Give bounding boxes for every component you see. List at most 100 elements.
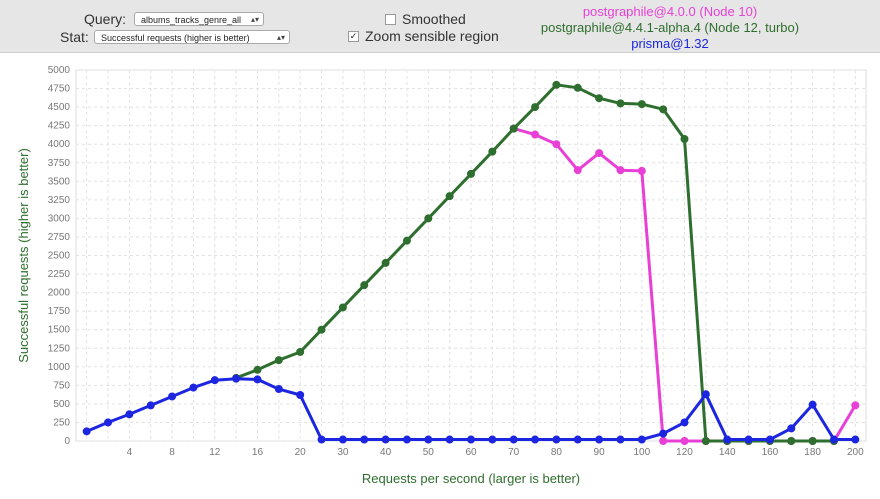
x-tick-label: 100	[633, 447, 650, 458]
y-tick-label: 4500	[48, 102, 71, 113]
legend-label: prisma@1.32	[631, 36, 709, 51]
y-tick-label: 2250	[48, 269, 71, 280]
data-point	[851, 401, 860, 410]
stat-select[interactable]: Successful requests (higher is better) ▴…	[94, 30, 290, 44]
y-tick-label: 3000	[48, 213, 71, 224]
data-point	[531, 435, 540, 444]
y-tick-label: 1000	[48, 362, 71, 373]
data-point	[445, 192, 454, 201]
data-point	[765, 435, 774, 444]
data-point	[531, 103, 540, 112]
x-tick-label: 60	[465, 447, 477, 458]
query-select[interactable]: albums_tracks_genre_all ▴▾	[134, 12, 264, 26]
data-point	[467, 169, 475, 178]
y-tick-label: 4000	[48, 139, 71, 150]
data-point	[104, 418, 113, 427]
data-point	[851, 435, 860, 444]
x-tick-label: 70	[508, 447, 520, 458]
zoom-checkbox[interactable]: ✓ Zoom sensible region	[348, 28, 499, 44]
x-tick-label: 50	[423, 447, 435, 458]
smoothed-checkbox[interactable]: Smoothed	[385, 11, 466, 27]
data-point	[808, 437, 817, 445]
x-tick-label: 30	[337, 447, 349, 458]
data-point	[637, 100, 646, 109]
y-tick-label: 1750	[48, 306, 71, 317]
data-point	[274, 356, 283, 365]
y-tick-label: 500	[53, 399, 70, 410]
y-tick-label: 3250	[48, 195, 71, 206]
legend-item-postgraphile-400: postgraphile@4.0.0 (Node 10)	[520, 4, 820, 19]
data-point	[424, 435, 433, 444]
x-tick-label: 120	[676, 447, 693, 458]
data-point	[595, 149, 604, 158]
query-label: Query:	[84, 11, 127, 27]
data-point	[659, 437, 668, 445]
data-point	[680, 437, 689, 445]
x-tick-label: 12	[209, 447, 221, 458]
data-point	[680, 418, 689, 427]
data-point	[210, 376, 219, 385]
data-point	[637, 166, 646, 175]
zoom-checkbox-box[interactable]: ✓	[348, 30, 359, 42]
data-point	[360, 435, 369, 444]
stat-label: Stat:	[60, 29, 89, 45]
data-point	[787, 437, 796, 445]
data-point	[787, 424, 796, 433]
smoothed-label: Smoothed	[402, 11, 466, 27]
data-point	[509, 124, 518, 133]
stat-select-value: Successful requests (higher is better)	[101, 33, 250, 43]
x-tick-label: 8	[169, 447, 175, 458]
data-point	[573, 83, 582, 92]
y-tick-label: 3500	[48, 176, 71, 187]
y-tick-label: 3750	[48, 158, 71, 169]
data-point	[552, 140, 561, 149]
data-point	[573, 166, 582, 175]
data-point	[552, 435, 561, 444]
x-axis-title: Requests per second (larger is better)	[362, 471, 580, 486]
legend-item-postgraphile-441: postgraphile@4.4.1-alpha.4 (Node 12, tur…	[520, 20, 820, 35]
data-point	[189, 383, 198, 392]
data-point	[723, 435, 732, 444]
data-point	[531, 130, 540, 139]
data-point	[488, 147, 497, 156]
data-point	[701, 437, 710, 445]
data-point	[402, 435, 411, 444]
data-point	[146, 401, 155, 410]
x-tick-label: 40	[380, 447, 392, 458]
data-point	[296, 347, 305, 356]
data-point	[82, 427, 91, 436]
chevron-updown-icon: ▴▾	[250, 15, 259, 24]
x-tick-label: 160	[762, 447, 779, 458]
x-tick-label: 20	[295, 447, 307, 458]
data-point	[552, 80, 561, 89]
data-point	[701, 390, 710, 399]
data-point	[616, 166, 625, 175]
data-point	[488, 435, 497, 444]
data-point	[616, 435, 625, 444]
smoothed-checkbox-box[interactable]	[385, 13, 396, 25]
legend-label: postgraphile@4.4.1-alpha.4 (Node 12, tur…	[540, 20, 800, 35]
y-tick-label: 2750	[48, 232, 71, 243]
data-point	[424, 214, 433, 223]
x-tick-label: 16	[252, 447, 264, 458]
data-point	[595, 435, 604, 444]
data-point	[125, 410, 134, 419]
data-point	[360, 281, 369, 290]
y-tick-label: 750	[53, 380, 70, 391]
y-tick-label: 5000	[48, 65, 71, 76]
chart-area: 0 250 500 750 1000 1250 1500 1750 2000 2250 2500 27…	[0, 53, 880, 499]
data-point	[637, 435, 646, 444]
x-tick-label: 200	[847, 447, 864, 458]
data-point	[253, 365, 262, 374]
x-tick-label: 4	[127, 447, 133, 458]
data-point	[659, 105, 668, 114]
data-point	[829, 435, 838, 444]
data-point	[232, 374, 241, 383]
y-tick-label: 0	[64, 436, 70, 447]
data-point	[573, 435, 582, 444]
data-point	[338, 435, 347, 444]
y-tick-label: 4750	[48, 84, 71, 95]
query-select-value: albums_tracks_genre_all	[141, 15, 242, 25]
data-point	[402, 236, 411, 245]
x-tick-label: 90	[594, 447, 606, 458]
